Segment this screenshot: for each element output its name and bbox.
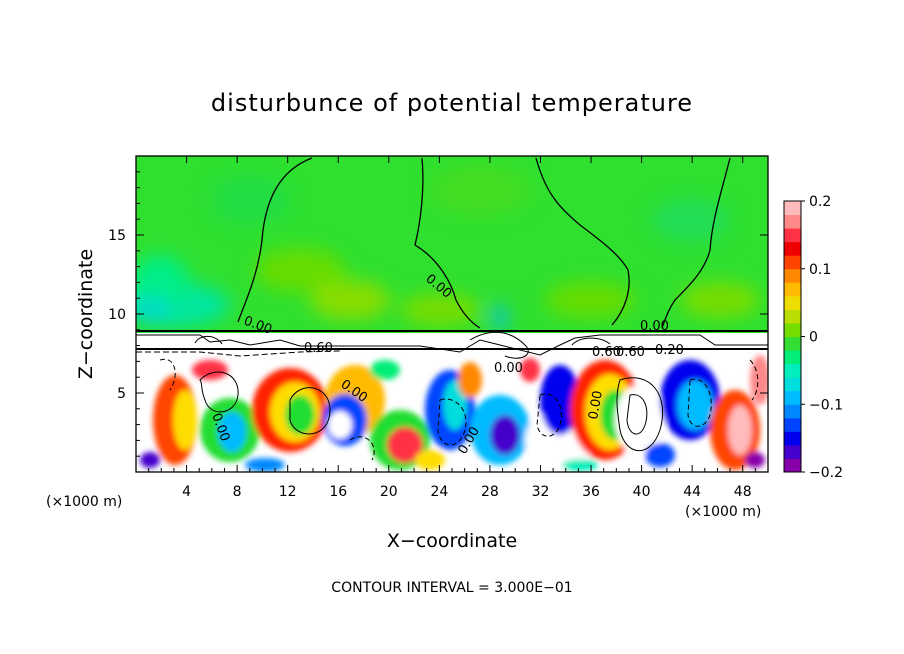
colorbar-segment: [784, 255, 801, 270]
colorbar-segment: [784, 282, 801, 297]
x-tick-label: 48: [734, 484, 752, 500]
x-tick-label: 4: [182, 484, 191, 500]
contour-label: 0.60: [616, 345, 645, 360]
x-axis-title: X−coordinate: [387, 530, 517, 552]
contour-interval-note: CONTOUR INTERVAL = 3.000E−01: [331, 580, 572, 596]
colorbar-segment: [784, 322, 801, 337]
colorbar-tick-label: 0.1: [809, 262, 831, 278]
contour-label: 0.60: [592, 345, 621, 360]
colorbar-segment: [784, 295, 801, 310]
x-tick-label: 44: [683, 484, 701, 500]
contour-label: 0.00: [494, 361, 523, 376]
x-tick-label: 24: [430, 484, 448, 500]
colorbar-segment: [784, 417, 801, 432]
colorbar-tick-label: −0.2: [809, 465, 843, 481]
x-tick-label: 16: [329, 484, 347, 500]
colorbar-segment: [784, 214, 801, 229]
colorbar-segment: [784, 444, 801, 459]
y-axis-title: Z−coordinate: [75, 249, 97, 379]
x-tick-label: 28: [481, 484, 499, 500]
x-unit-label: (×1000 m): [46, 494, 122, 510]
colorbar-segment: [784, 228, 801, 243]
colorbar: 0.2 0.1 0 −0.1 −0.2: [783, 194, 843, 481]
interface-band: [136, 330, 768, 359]
colorbar-segment: [784, 309, 801, 324]
plot-area: [136, 156, 768, 472]
x-tick-label: 32: [532, 484, 550, 500]
colorbar-segment: [784, 431, 801, 446]
y-axis: 5 10 15: [108, 171, 768, 457]
x-tick-label: 40: [633, 484, 651, 500]
colorbar-segment: [784, 336, 801, 351]
colorbar-segment: [784, 268, 801, 283]
colorbar-tick-label: −0.1: [809, 397, 843, 413]
upper-layer-patches: [136, 165, 760, 332]
upper-contours: [237, 157, 731, 329]
colorbar-segment: [784, 390, 801, 405]
x-axis: 4 8 12 16 20 24 28 32 36 40 44 48: [148, 156, 756, 500]
x-tick-label: 36: [582, 484, 600, 500]
contour-label: 0.60: [304, 341, 333, 356]
colorbar-segment: [784, 363, 801, 378]
colorbar-segment: [784, 377, 801, 392]
y-tick-label: 5: [117, 386, 126, 402]
z-unit-label: (×1000 m): [685, 504, 761, 520]
colorbar-tick-label: 0: [809, 330, 818, 346]
colorbar-segment: [784, 404, 801, 419]
lower-layer-eddies: [140, 355, 768, 472]
y-tick-label: 10: [108, 307, 126, 323]
x-tick-label: 12: [279, 484, 297, 500]
colorbar-segment: [784, 241, 801, 256]
y-tick-label: 15: [108, 228, 126, 244]
colorbar-segment: [784, 458, 801, 473]
x-tick-label: 8: [233, 484, 242, 500]
contour-label: 0.00: [586, 390, 606, 421]
colorbar-segment: [784, 350, 801, 365]
contour-label: 0.00: [640, 319, 669, 334]
colorbar-tick-label: 0.2: [809, 194, 831, 210]
colorbar-segment: [784, 201, 801, 216]
chart-title: disturbunce of potential temperature: [211, 89, 693, 117]
x-tick-label: 20: [380, 484, 398, 500]
contour-label: 0.20: [655, 343, 684, 358]
lower-contours: [159, 358, 759, 461]
